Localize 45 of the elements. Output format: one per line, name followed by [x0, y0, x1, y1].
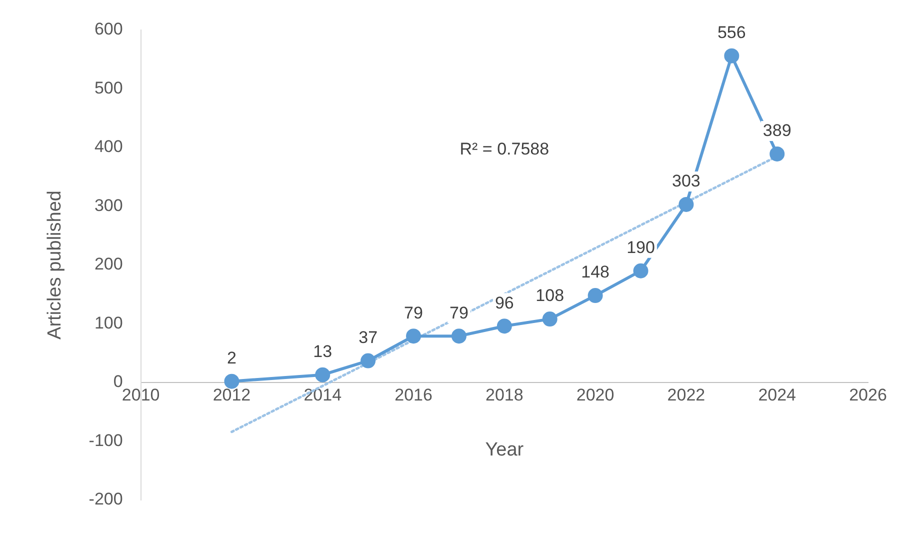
x-tick-label: 2016	[394, 385, 432, 404]
y-tick-label: 200	[94, 254, 123, 274]
y-tick-label: -100	[88, 430, 123, 450]
y-tick-label: 0	[113, 372, 123, 392]
data-label: 303	[672, 172, 700, 191]
x-tick-label: 2018	[486, 385, 524, 404]
x-axis-title: Year	[485, 440, 524, 461]
point	[633, 263, 648, 278]
point	[588, 288, 603, 304]
x-tick-label: 2026	[849, 385, 887, 404]
x-tick-label: 2020	[576, 385, 614, 404]
point	[406, 328, 422, 344]
y-tick-label: 300	[94, 196, 123, 215]
data-label: 108	[536, 286, 564, 306]
data-label: 190	[626, 238, 655, 258]
point	[451, 328, 466, 344]
point	[542, 312, 558, 327]
data-label: 389	[762, 121, 792, 140]
x-tick-label: 2024	[758, 385, 796, 404]
point	[678, 196, 694, 212]
y-tick-label: 100	[94, 313, 123, 332]
annotation: R² = 0.7588	[460, 140, 550, 159]
data-label: 37	[358, 328, 378, 347]
point	[724, 48, 740, 64]
data-label: 79	[404, 303, 423, 322]
y-axis-title: Articles published	[44, 190, 66, 340]
x-tick-label: 2014	[304, 385, 342, 404]
data-label: 148	[581, 262, 610, 282]
data-label: 2	[226, 348, 236, 368]
point	[315, 367, 330, 382]
data-label: 556	[717, 23, 746, 42]
point	[770, 146, 785, 162]
data-label: 13	[313, 342, 332, 362]
point	[496, 318, 512, 334]
x-tick-label: 2012	[212, 385, 251, 404]
point	[360, 353, 376, 368]
x-tick-label: 2022	[667, 385, 706, 404]
data-label: 79	[450, 303, 468, 322]
data-label: 96	[494, 293, 514, 312]
y-tick-label: 600	[94, 20, 123, 39]
y-tick-label: 500	[94, 78, 123, 98]
point	[224, 374, 240, 389]
x-tick-label: 2010	[122, 385, 160, 404]
y-tick-label: 400	[94, 137, 123, 156]
y-tick-label: -200	[88, 490, 123, 509]
